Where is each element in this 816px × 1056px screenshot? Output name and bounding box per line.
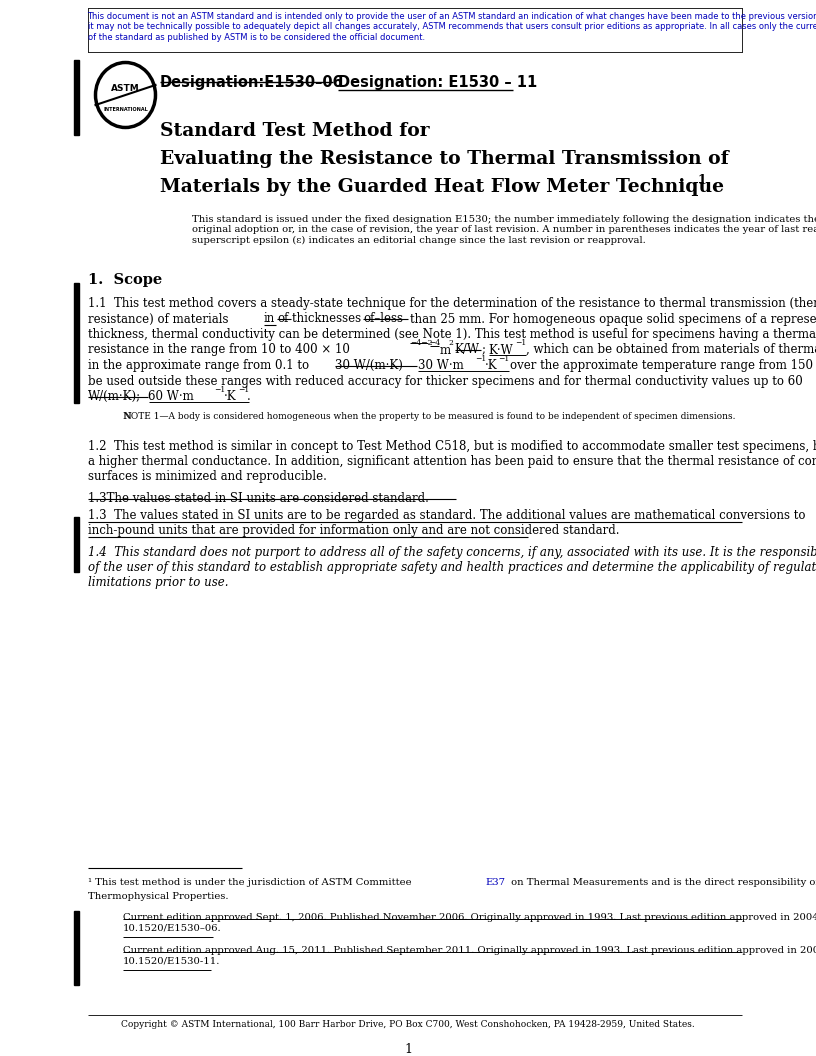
Text: ¹ This test method is under the jurisdiction of ASTM Committee: ¹ This test method is under the jurisdic… [87,878,415,887]
Text: −1: −1 [499,355,510,363]
Text: INTERNATIONAL: INTERNATIONAL [103,108,148,113]
Text: in: in [264,313,275,325]
Text: Evaluating the Resistance to Thermal Transmission of: Evaluating the Resistance to Thermal Tra… [159,150,728,168]
Text: Designation:E1530–06: Designation:E1530–06 [159,75,344,90]
Text: ·K: ·K [224,390,237,403]
Text: in the approximate range from 0.1 to: in the approximate range from 0.1 to [87,359,313,372]
Text: thicknesses: thicknesses [292,313,365,325]
Text: N: N [123,412,131,421]
Bar [73,517,79,572]
Text: Standard Test Method for: Standard Test Method for [159,122,429,140]
Text: resistance in the range from 10 to 400 × 10: resistance in the range from 10 to 400 ×… [87,343,349,357]
Text: 1: 1 [698,174,707,187]
Text: K·W: K·W [489,343,513,357]
Text: −1: −1 [516,339,527,347]
Text: This document is not an ASTM standard and is intended only to provide the user o: This document is not an ASTM standard an… [87,12,816,42]
Text: 1.  Scope: 1. Scope [87,274,162,287]
Text: −1: −1 [214,386,225,394]
Text: 30 W/(m·K): 30 W/(m·K) [335,359,403,372]
Text: This standard is issued under the fixed designation E1530; the number immediatel: This standard is issued under the fixed … [193,215,816,245]
Text: Materials by the Guarded Heat Flow Meter Technique: Materials by the Guarded Heat Flow Meter… [159,178,724,196]
Text: 1.3The values stated in SI units are considered standard.: 1.3The values stated in SI units are con… [87,492,428,506]
Text: over the approximate temperature range from 150 to 600 K. It can: over the approximate temperature range f… [509,359,816,372]
Text: Current edition approved Sept. 1, 2006. Published November 2006. Originally appr: Current edition approved Sept. 1, 2006. … [122,913,816,932]
Text: of–less: of–less [363,313,403,325]
Bar [73,60,79,135]
Text: than 25 mm. For homogeneous opaque solid specimens of a representative: than 25 mm. For homogeneous opaque solid… [410,313,816,325]
Text: on Thermal Measurements and is the direct responsibility of Subcommittee: on Thermal Measurements and is the direc… [508,878,816,887]
Text: thickness, thermal conductivity can be determined (see Note 1). This test method: thickness, thermal conductivity can be d… [87,328,816,341]
Text: ASTM: ASTM [111,84,140,94]
Text: 2: 2 [448,339,453,347]
Text: 1.3  The values stated in SI units are to be regarded as standard. The additiona: 1.3 The values stated in SI units are to… [87,509,805,538]
Text: Copyright © ASTM International, 100 Barr Harbor Drive, PO Box C700, West Conshoh: Copyright © ASTM International, 100 Barr… [121,1020,695,1029]
Text: resistance) of materials: resistance) of materials [87,313,232,325]
Text: −1: −1 [476,355,487,363]
Text: Current edition approved Aug. 15, 2011. Published September 2011. Originally app: Current edition approved Aug. 15, 2011. … [122,946,816,965]
Text: 1.4  This standard does not purport to address all of the safety concerns, if an: 1.4 This standard does not purport to ad… [87,546,816,589]
Text: 1.2  This test method is similar in concept to Test Method C518, but is modified: 1.2 This test method is similar in conce… [87,440,816,483]
Text: of: of [277,313,289,325]
Text: m: m [440,343,450,357]
Text: ;: ; [481,343,486,357]
Text: 1: 1 [404,1043,412,1056]
Bar [73,283,79,403]
Text: Designation: E1530 – 11: Designation: E1530 – 11 [338,75,537,90]
Bar [73,911,79,985]
Text: Thermophysical Properties.: Thermophysical Properties. [87,892,228,902]
Text: W/(m·K);: W/(m·K); [87,390,140,403]
Text: be used outside these ranges with reduced accuracy for thicker specimens and for: be used outside these ranges with reduce… [87,375,802,388]
Text: 1.1  This test method covers a steady-state technique for the determination of t: 1.1 This test method covers a steady-sta… [87,297,816,310]
Text: 30 W·m: 30 W·m [418,359,463,372]
Text: NOTE 1—A body is considered homogeneous when the property to be measured is foun: NOTE 1—A body is considered homogeneous … [123,412,736,421]
Text: −1: −1 [238,386,249,394]
Text: −4: −4 [429,339,441,347]
Text: 60 W·m: 60 W·m [149,390,194,403]
Text: E37: E37 [486,878,505,887]
Text: K/W: K/W [455,343,480,357]
Text: .: . [247,390,251,403]
Text: −4−2: −4−2 [410,339,432,347]
Text: ·K: ·K [485,359,497,372]
Text: , which can be obtained from materials of thermal conductivity: , which can be obtained from materials o… [526,343,816,357]
